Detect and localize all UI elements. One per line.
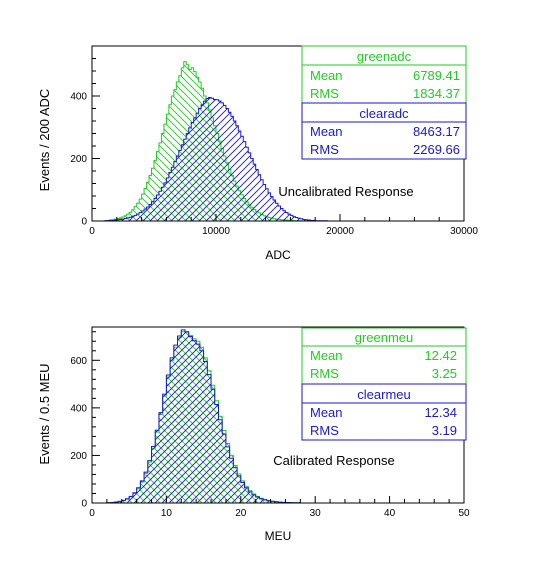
x-axis-label: MEU	[265, 529, 292, 543]
histogram-bars-clearadc	[103, 97, 329, 222]
stats-mean-label: Mean	[310, 405, 343, 420]
stats-rms-value: 3.25	[432, 366, 457, 381]
stats-box-clearadc: clearadc Mean 8463.17 RMS 2269.66	[301, 102, 467, 160]
y-tick-label: 400	[70, 92, 87, 103]
y-tick-label: 400	[70, 403, 87, 414]
y-axis-ticks: 0 200 400 600	[70, 331, 100, 510]
stats-rms-label: RMS	[310, 366, 339, 381]
stats-rms-label: RMS	[310, 142, 339, 157]
x-tick-label: 30	[310, 508, 322, 519]
x-tick-label: 20000	[326, 226, 354, 237]
stats-rms-value: 3.19	[432, 423, 457, 438]
y-tick-label: 0	[81, 217, 87, 228]
x-tick-label: 10	[161, 508, 173, 519]
stats-box-greenadc: greenadc Mean 6789.41 RMS 1834.37	[301, 45, 467, 104]
histogram-series-clearmeu	[106, 329, 301, 504]
stats-title: clearmeu	[357, 387, 410, 402]
stats-box-greenmeu: greenmeu Mean 12.42 RMS 3.25	[301, 327, 467, 385]
x-axis-ticks: 0 10000 20000 30000	[89, 214, 478, 237]
plot-area-calibrated	[106, 329, 301, 504]
stats-mean-label: Mean	[310, 348, 343, 363]
stats-mean-value: 12.42	[424, 348, 457, 363]
x-tick-label: 10000	[202, 226, 230, 237]
x-tick-label: 20	[235, 508, 247, 519]
stats-box-clearmeu: clearmeu Mean 12.34 RMS 3.19	[301, 383, 467, 441]
x-tick-label: 30000	[450, 226, 478, 237]
y-axis-ticks: 0 200 400	[70, 45, 100, 228]
stats-mean-value: 8463.17	[413, 124, 460, 139]
y-tick-label: 200	[70, 451, 87, 462]
annotation-text: Uncalibrated Response	[278, 184, 413, 199]
panel-uncalibrated: 0 10000 20000 30000 0 200 400 ADC Events / 20…	[37, 45, 478, 262]
x-axis-ticks: 0 10 20 30 40 50	[89, 496, 470, 519]
y-tick-label: 0	[81, 499, 87, 510]
x-tick-label: 40	[384, 508, 396, 519]
y-axis-label: Events / 200 ADC	[37, 89, 52, 192]
stats-title: clearadc	[359, 106, 409, 121]
stats-mean-value: 12.34	[424, 405, 457, 420]
x-axis-label: ADC	[265, 248, 291, 262]
stats-rms-label: RMS	[310, 423, 339, 438]
x-tick-label: 50	[458, 508, 470, 519]
stats-mean-value: 6789.41	[413, 68, 460, 83]
annotation-text: Calibrated Response	[273, 453, 394, 468]
stats-mean-label: Mean	[310, 124, 343, 139]
panel-calibrated: 0 10 20 30 40 50 0 200 400 600 MEU Events / 0.5 …	[37, 326, 470, 543]
histogram-series-clearadc	[103, 97, 329, 222]
stats-rms-value: 1834.37	[413, 86, 460, 101]
stats-rms-label: RMS	[310, 86, 339, 101]
y-tick-label: 200	[70, 154, 87, 165]
x-tick-label: 0	[89, 226, 95, 237]
stats-title: greenmeu	[355, 330, 414, 345]
histogram-bars-clearmeu	[106, 329, 301, 504]
stats-mean-label: Mean	[310, 68, 343, 83]
y-axis-label: Events / 0.5 MEU	[37, 363, 52, 464]
stats-title: greenadc	[357, 49, 412, 64]
plot-area-uncalibrated	[103, 61, 329, 222]
x-tick-label: 0	[89, 508, 95, 519]
stats-rms-value: 2269.66	[413, 142, 460, 157]
y-tick-label: 600	[70, 356, 87, 367]
